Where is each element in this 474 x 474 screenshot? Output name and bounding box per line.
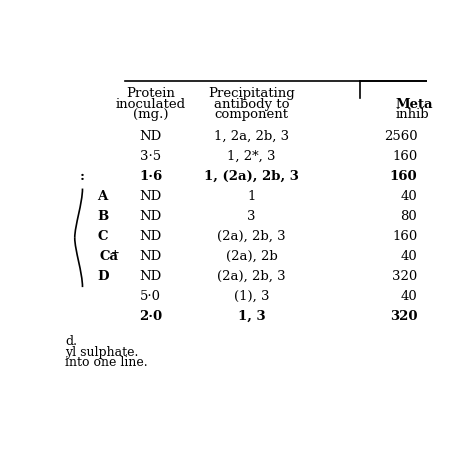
Text: ND: ND — [139, 270, 162, 283]
Text: 320: 320 — [390, 310, 417, 323]
Text: 1, (2a), 2b, 3: 1, (2a), 2b, 3 — [204, 170, 299, 183]
Text: 2·0: 2·0 — [139, 310, 162, 323]
Text: (2a), 2b, 3: (2a), 2b, 3 — [217, 270, 286, 283]
Text: (2a), 2b: (2a), 2b — [226, 250, 277, 263]
Text: 1, 2a, 2b, 3: 1, 2a, 2b, 3 — [214, 130, 289, 143]
Text: 320: 320 — [392, 270, 417, 283]
Text: Precipitating: Precipitating — [208, 87, 295, 100]
Text: 1, 3: 1, 3 — [237, 310, 265, 323]
Text: antibody to: antibody to — [214, 98, 289, 111]
Text: (1), 3: (1), 3 — [234, 290, 269, 303]
Text: 1: 1 — [247, 190, 255, 203]
Text: d.: d. — [65, 335, 77, 348]
Text: inoculated: inoculated — [116, 98, 186, 111]
Text: +: + — [111, 248, 120, 257]
Text: Ca: Ca — [100, 250, 118, 263]
Text: ND: ND — [139, 230, 162, 243]
Text: 160: 160 — [390, 170, 417, 183]
Text: 5·0: 5·0 — [140, 290, 161, 303]
Text: into one line.: into one line. — [65, 356, 148, 369]
Text: yl sulphate.: yl sulphate. — [65, 346, 139, 359]
Text: 1, 2*, 3: 1, 2*, 3 — [227, 150, 276, 163]
Text: inhib: inhib — [396, 109, 429, 121]
Text: 80: 80 — [401, 210, 417, 223]
Text: ND: ND — [139, 190, 162, 203]
Text: component: component — [214, 109, 289, 121]
Text: 40: 40 — [401, 290, 417, 303]
Text: (2a), 2b, 3: (2a), 2b, 3 — [217, 230, 286, 243]
Text: 3·5: 3·5 — [140, 150, 161, 163]
Text: ND: ND — [139, 210, 162, 223]
Text: Meta: Meta — [396, 98, 433, 111]
Text: (mg.): (mg.) — [133, 109, 168, 121]
Text: 40: 40 — [401, 250, 417, 263]
Text: 3: 3 — [247, 210, 255, 223]
Text: 160: 160 — [392, 150, 417, 163]
Text: Protein: Protein — [126, 87, 175, 100]
Text: 1·6: 1·6 — [139, 170, 162, 183]
Text: D: D — [97, 270, 109, 283]
Text: 40: 40 — [401, 190, 417, 203]
Text: ND: ND — [139, 130, 162, 143]
Text: C: C — [97, 230, 108, 243]
Text: A: A — [98, 190, 108, 203]
Text: 2560: 2560 — [383, 130, 417, 143]
Text: 160: 160 — [392, 230, 417, 243]
Text: B: B — [97, 210, 108, 223]
Text: :: : — [80, 170, 85, 183]
Text: ND: ND — [139, 250, 162, 263]
